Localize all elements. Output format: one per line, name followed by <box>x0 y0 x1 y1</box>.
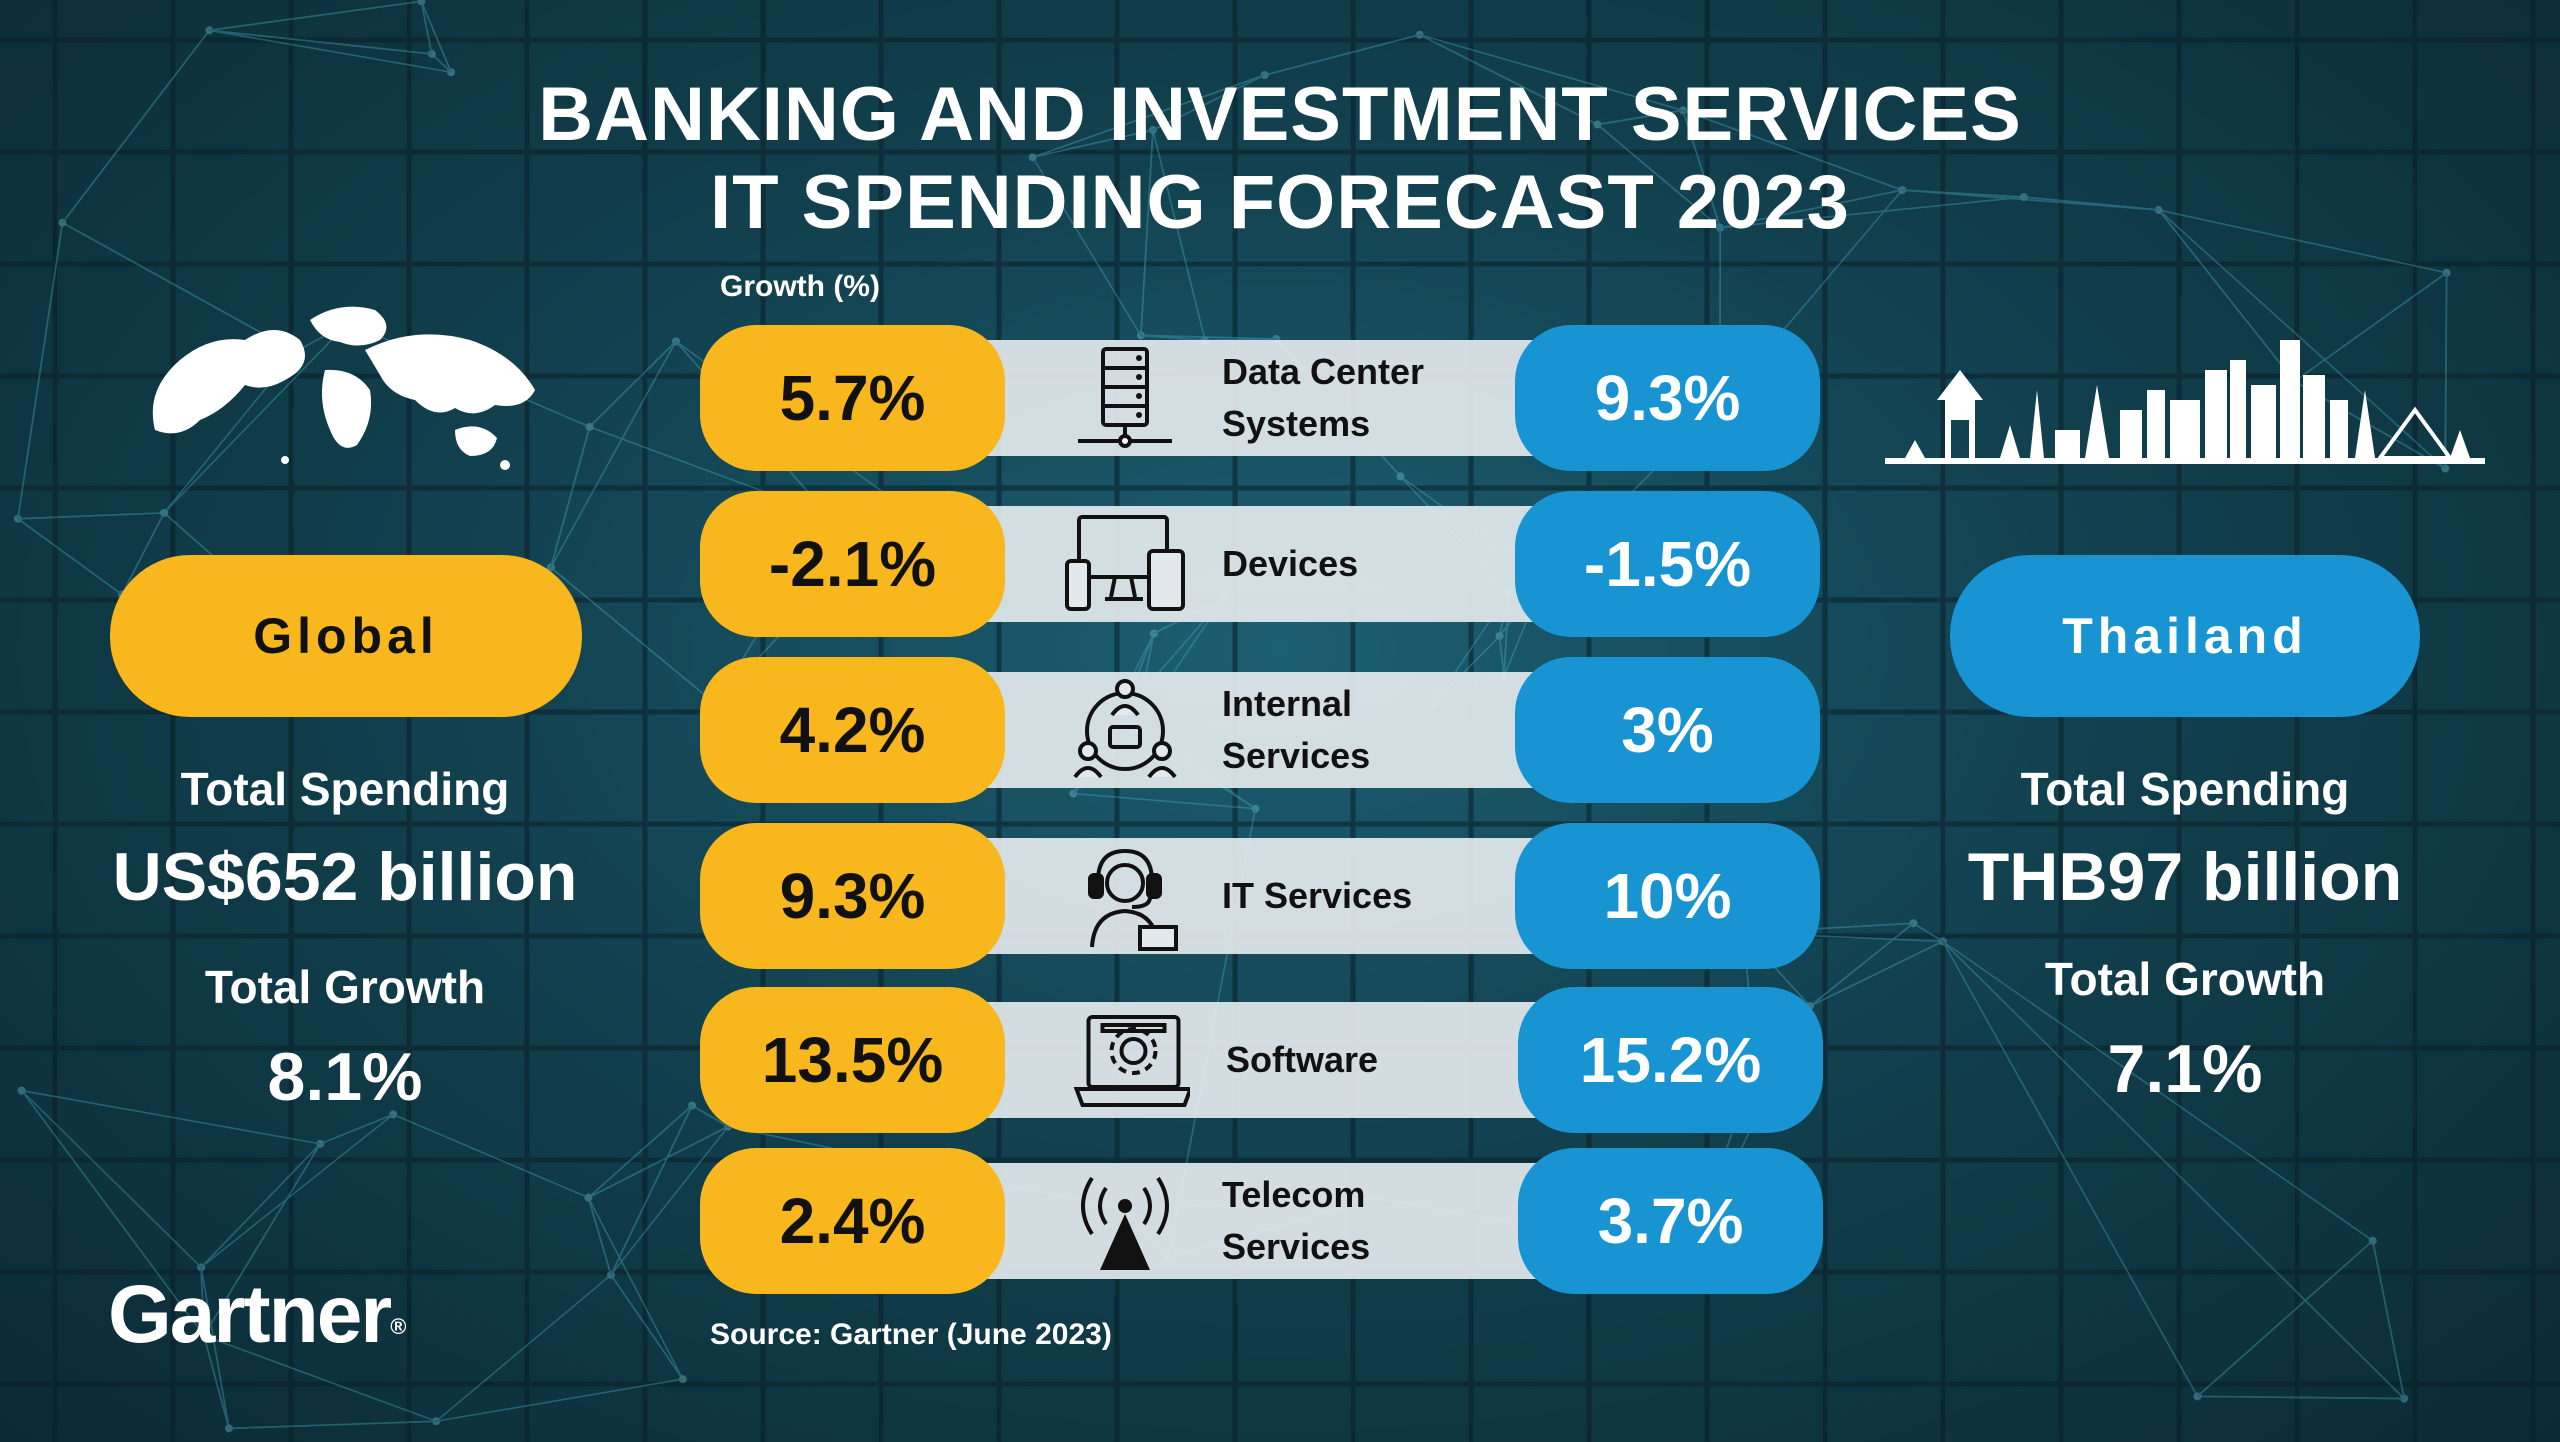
global-growth-pill: 9.3% <box>700 823 1005 969</box>
page-title-line-2: IT SPENDING FORECAST 2023 <box>710 160 1850 245</box>
category-label: Telecom Services <box>1222 1174 1371 1267</box>
antenna-icon <box>1081 1176 1169 1270</box>
thailand-growth-pill: 3% <box>1515 657 1820 803</box>
category-label: IT Services <box>1222 875 1413 916</box>
thailand-growth-pill: 3.7% <box>1518 1148 1823 1294</box>
page-title-line-1: BANKING AND INVESTMENT SERVICES <box>538 72 2022 157</box>
thailand-growth-value: 7.1% <box>2107 1031 2263 1107</box>
thailand-growth-pill: -1.5% <box>1515 491 1820 637</box>
world-map-icon <box>152 306 535 470</box>
support-headset-icon <box>1088 848 1178 951</box>
thailand-region-badge: Thailand <box>1950 555 2420 717</box>
bangkok-skyline-icon <box>1885 340 2485 464</box>
category-row-internal-services: 4.2% Internal Services 3% <box>700 657 1830 803</box>
laptop-gear-icon <box>1073 1015 1190 1107</box>
thailand-growth-pill: 9.3% <box>1515 325 1820 471</box>
source-note: Source: Gartner (June 2023) <box>710 1318 1112 1351</box>
category-row-software: 13.5% Software 15.2% <box>700 987 1830 1133</box>
global-region-badge: Global <box>110 555 582 717</box>
category-label: Devices <box>1222 543 1359 584</box>
category-label: Data Center Systems <box>1222 351 1425 444</box>
global-spending-label: Total Spending <box>180 763 510 815</box>
category-row-telecom-services: 2.4% Telecom Services 3.7% <box>700 1148 1830 1294</box>
people-network-icon <box>1073 679 1177 779</box>
category-row-data-center: 5.7% Data Center Systems 9.3% <box>700 325 1830 471</box>
global-growth-label: Total Growth <box>204 961 486 1013</box>
global-growth-pill: 4.2% <box>700 657 1005 803</box>
global-growth-value: 8.1% <box>267 1039 423 1115</box>
global-growth-pill: -2.1% <box>700 491 1005 637</box>
thailand-growth-label: Total Growth <box>2044 953 2326 1005</box>
thailand-spending-label: Total Spending <box>2020 763 2350 815</box>
category-row-devices: -2.1% Devices -1.5% <box>700 491 1830 637</box>
category-label: Internal Services <box>1222 683 1371 776</box>
category-row-it-services: 9.3% IT Services 10% <box>700 823 1830 969</box>
devices-icon <box>1065 515 1185 611</box>
global-growth-pill: 13.5% <box>700 987 1005 1133</box>
gartner-logo: Gartner® <box>108 1269 407 1360</box>
global-spending-value: US$652 billion <box>112 839 578 915</box>
global-growth-pill: 5.7% <box>700 325 1005 471</box>
category-label: Software <box>1226 1039 1379 1080</box>
thailand-growth-pill: 10% <box>1515 823 1820 969</box>
growth-axis-label: Growth (%) <box>720 270 880 303</box>
server-icon <box>1078 347 1172 448</box>
thailand-spending-value: THB97 billion <box>1967 839 2403 915</box>
thailand-growth-pill: 15.2% <box>1518 987 1823 1133</box>
global-growth-pill: 2.4% <box>700 1148 1005 1294</box>
